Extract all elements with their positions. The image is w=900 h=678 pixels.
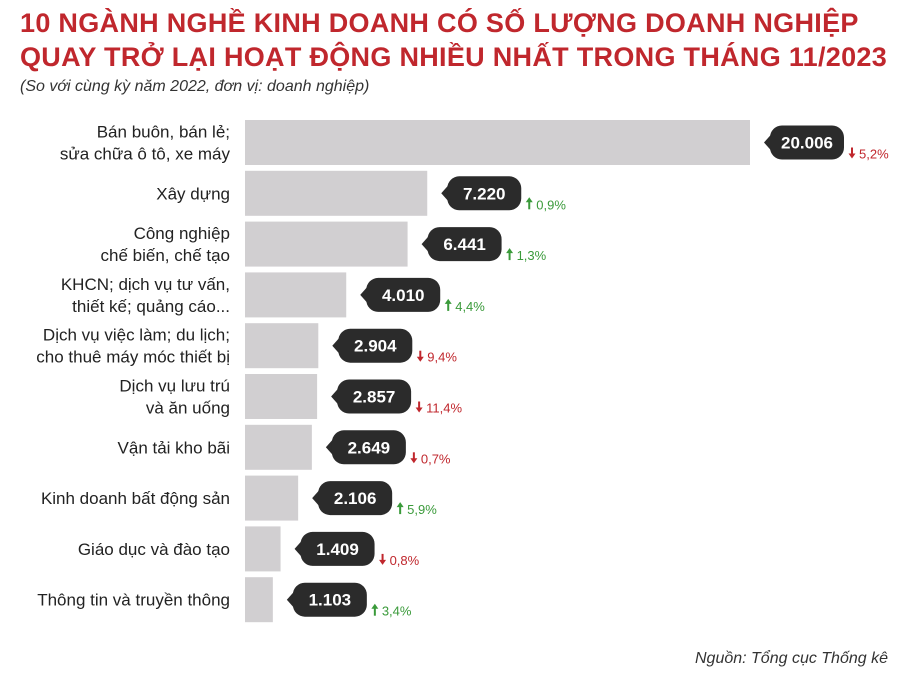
value-bubble xyxy=(318,481,393,516)
change-label: 5,9% xyxy=(407,502,437,517)
value-bubble xyxy=(427,227,502,262)
category-label: Thông tin và truyền thông xyxy=(37,591,230,610)
category-label: Kinh doanh bất động sản xyxy=(41,489,230,508)
change-label: 0,9% xyxy=(536,197,566,212)
category-label: Vận tải kho bãi xyxy=(118,438,230,457)
value-label: 1.103 xyxy=(309,591,352,610)
value-bubble xyxy=(338,328,413,363)
bar xyxy=(245,221,408,267)
change-label: 11,4% xyxy=(426,401,462,416)
bar xyxy=(245,526,281,572)
arrow-down-stem xyxy=(381,553,384,562)
arrow-up-icon xyxy=(396,502,404,508)
arrow-down-icon xyxy=(848,153,856,159)
bar xyxy=(245,272,347,318)
value-bubble xyxy=(337,379,412,414)
source-note: Nguồn: Tổng cục Thống kê xyxy=(694,650,888,667)
arrow-up-stem xyxy=(528,201,531,210)
change-label: 9,4% xyxy=(427,350,457,365)
arrow-up-icon xyxy=(371,603,379,609)
value-label: 20.006 xyxy=(781,134,833,153)
arrow-up-icon xyxy=(444,298,452,304)
category-label: Dịch vụ việc làm; du lịch; xyxy=(43,326,230,345)
title-line-2: QUAY TRỞ LẠI HOẠT ĐỘNG NHIỀU NHẤT TRONG … xyxy=(20,42,888,72)
arrow-up-stem xyxy=(373,607,376,616)
arrow-down-icon xyxy=(415,407,423,413)
value-label: 6.441 xyxy=(443,235,486,254)
value-label: 2.857 xyxy=(353,388,396,407)
arrow-up-icon xyxy=(506,248,514,254)
arrow-down-icon xyxy=(379,559,387,565)
change-label: 4,4% xyxy=(455,299,485,314)
value-bubble xyxy=(292,582,367,617)
value-bubble xyxy=(300,531,375,566)
change-label: 1,3% xyxy=(517,248,547,263)
category-label: Dịch vụ lưu trú xyxy=(119,377,230,396)
category-label: thiết kế; quảng cáo... xyxy=(72,297,230,316)
value-label: 4.010 xyxy=(382,286,425,305)
arrow-down-stem xyxy=(419,350,422,359)
change-label: 5,2% xyxy=(859,147,889,162)
chart-title: 10 NGÀNH NGHỀ KINH DOANH CÓ SỐ LƯỢNG DOA… xyxy=(20,6,890,74)
category-label: chế biến, chế tạo xyxy=(101,246,230,265)
bar xyxy=(245,323,319,369)
change-label: 3,4% xyxy=(382,604,412,619)
value-label: 2.106 xyxy=(334,489,377,508)
category-label: cho thuê máy móc thiết bị xyxy=(36,348,230,367)
change-label: 0,8% xyxy=(390,553,420,568)
chart-subtitle: (So với cùng kỳ năm 2022, đơn vị: doanh … xyxy=(20,78,370,95)
value-label: 1.409 xyxy=(316,540,359,559)
category-label: Xây dựng xyxy=(156,184,230,203)
title-line-1: 10 NGÀNH NGHỀ KINH DOANH CÓ SỐ LƯỢNG DOA… xyxy=(20,8,859,38)
arrow-down-stem xyxy=(418,401,421,410)
value-label: 2.649 xyxy=(348,438,391,457)
bar xyxy=(245,475,299,521)
category-label: Giáo dục và đào tạo xyxy=(78,540,230,559)
arrow-up-stem xyxy=(447,302,450,311)
bar xyxy=(245,577,273,623)
arrow-down-icon xyxy=(410,458,418,464)
change-label: 0,7% xyxy=(421,451,451,466)
bar xyxy=(245,424,312,470)
category-label: sửa chữa ô tô, xe máy xyxy=(60,145,231,164)
arrow-down-stem xyxy=(412,452,415,461)
value-bubble xyxy=(447,176,522,211)
arrow-up-stem xyxy=(508,252,511,261)
value-label: 2.904 xyxy=(354,337,397,356)
value-label: 7.220 xyxy=(463,184,506,203)
category-label: Công nghiệp xyxy=(134,224,230,243)
bar xyxy=(245,120,750,165)
category-label: và ăn uống xyxy=(146,399,230,418)
arrow-up-stem xyxy=(399,506,402,515)
value-bubble xyxy=(770,125,844,160)
value-bubble xyxy=(366,277,441,312)
arrow-up-icon xyxy=(525,197,533,203)
bar xyxy=(245,374,318,419)
category-label: Bán buôn, bán lẻ; xyxy=(97,123,230,142)
arrow-down-icon xyxy=(416,356,424,362)
bar xyxy=(245,170,428,216)
category-label: KHCN; dịch vụ tư vấn, xyxy=(61,275,230,294)
arrow-down-stem xyxy=(851,147,853,156)
value-bubble xyxy=(331,430,406,465)
